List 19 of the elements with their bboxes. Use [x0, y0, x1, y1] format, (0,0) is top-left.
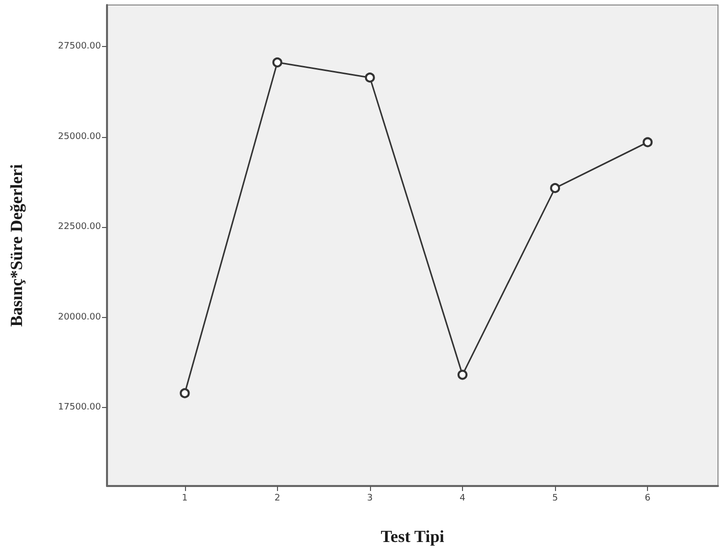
point: [458, 370, 468, 380]
x-tick-label: 3: [367, 494, 373, 504]
x-tick-label: 6: [644, 494, 651, 504]
y-tick-label: 22500.00: [58, 222, 102, 232]
y-tick-label: 17500.00: [58, 402, 102, 413]
x-axis-title: Test Tipi: [380, 527, 445, 546]
x-tick-label: 1: [182, 494, 188, 504]
y-tick-label: 27500.00: [58, 42, 102, 52]
y-tick-label: 25000.00: [58, 132, 102, 142]
x-tick-label: 4: [460, 494, 466, 504]
point: [364, 72, 375, 83]
y-tick-label: 20000.00: [58, 312, 102, 322]
point: [550, 183, 560, 194]
point: [272, 57, 282, 68]
y-axis-title: Basınç*Süre Değerleri: [7, 164, 26, 327]
x-tick-label: 2: [274, 494, 280, 504]
point: [180, 388, 190, 398]
point: [642, 137, 653, 148]
x-tick-label: 5: [552, 494, 558, 504]
